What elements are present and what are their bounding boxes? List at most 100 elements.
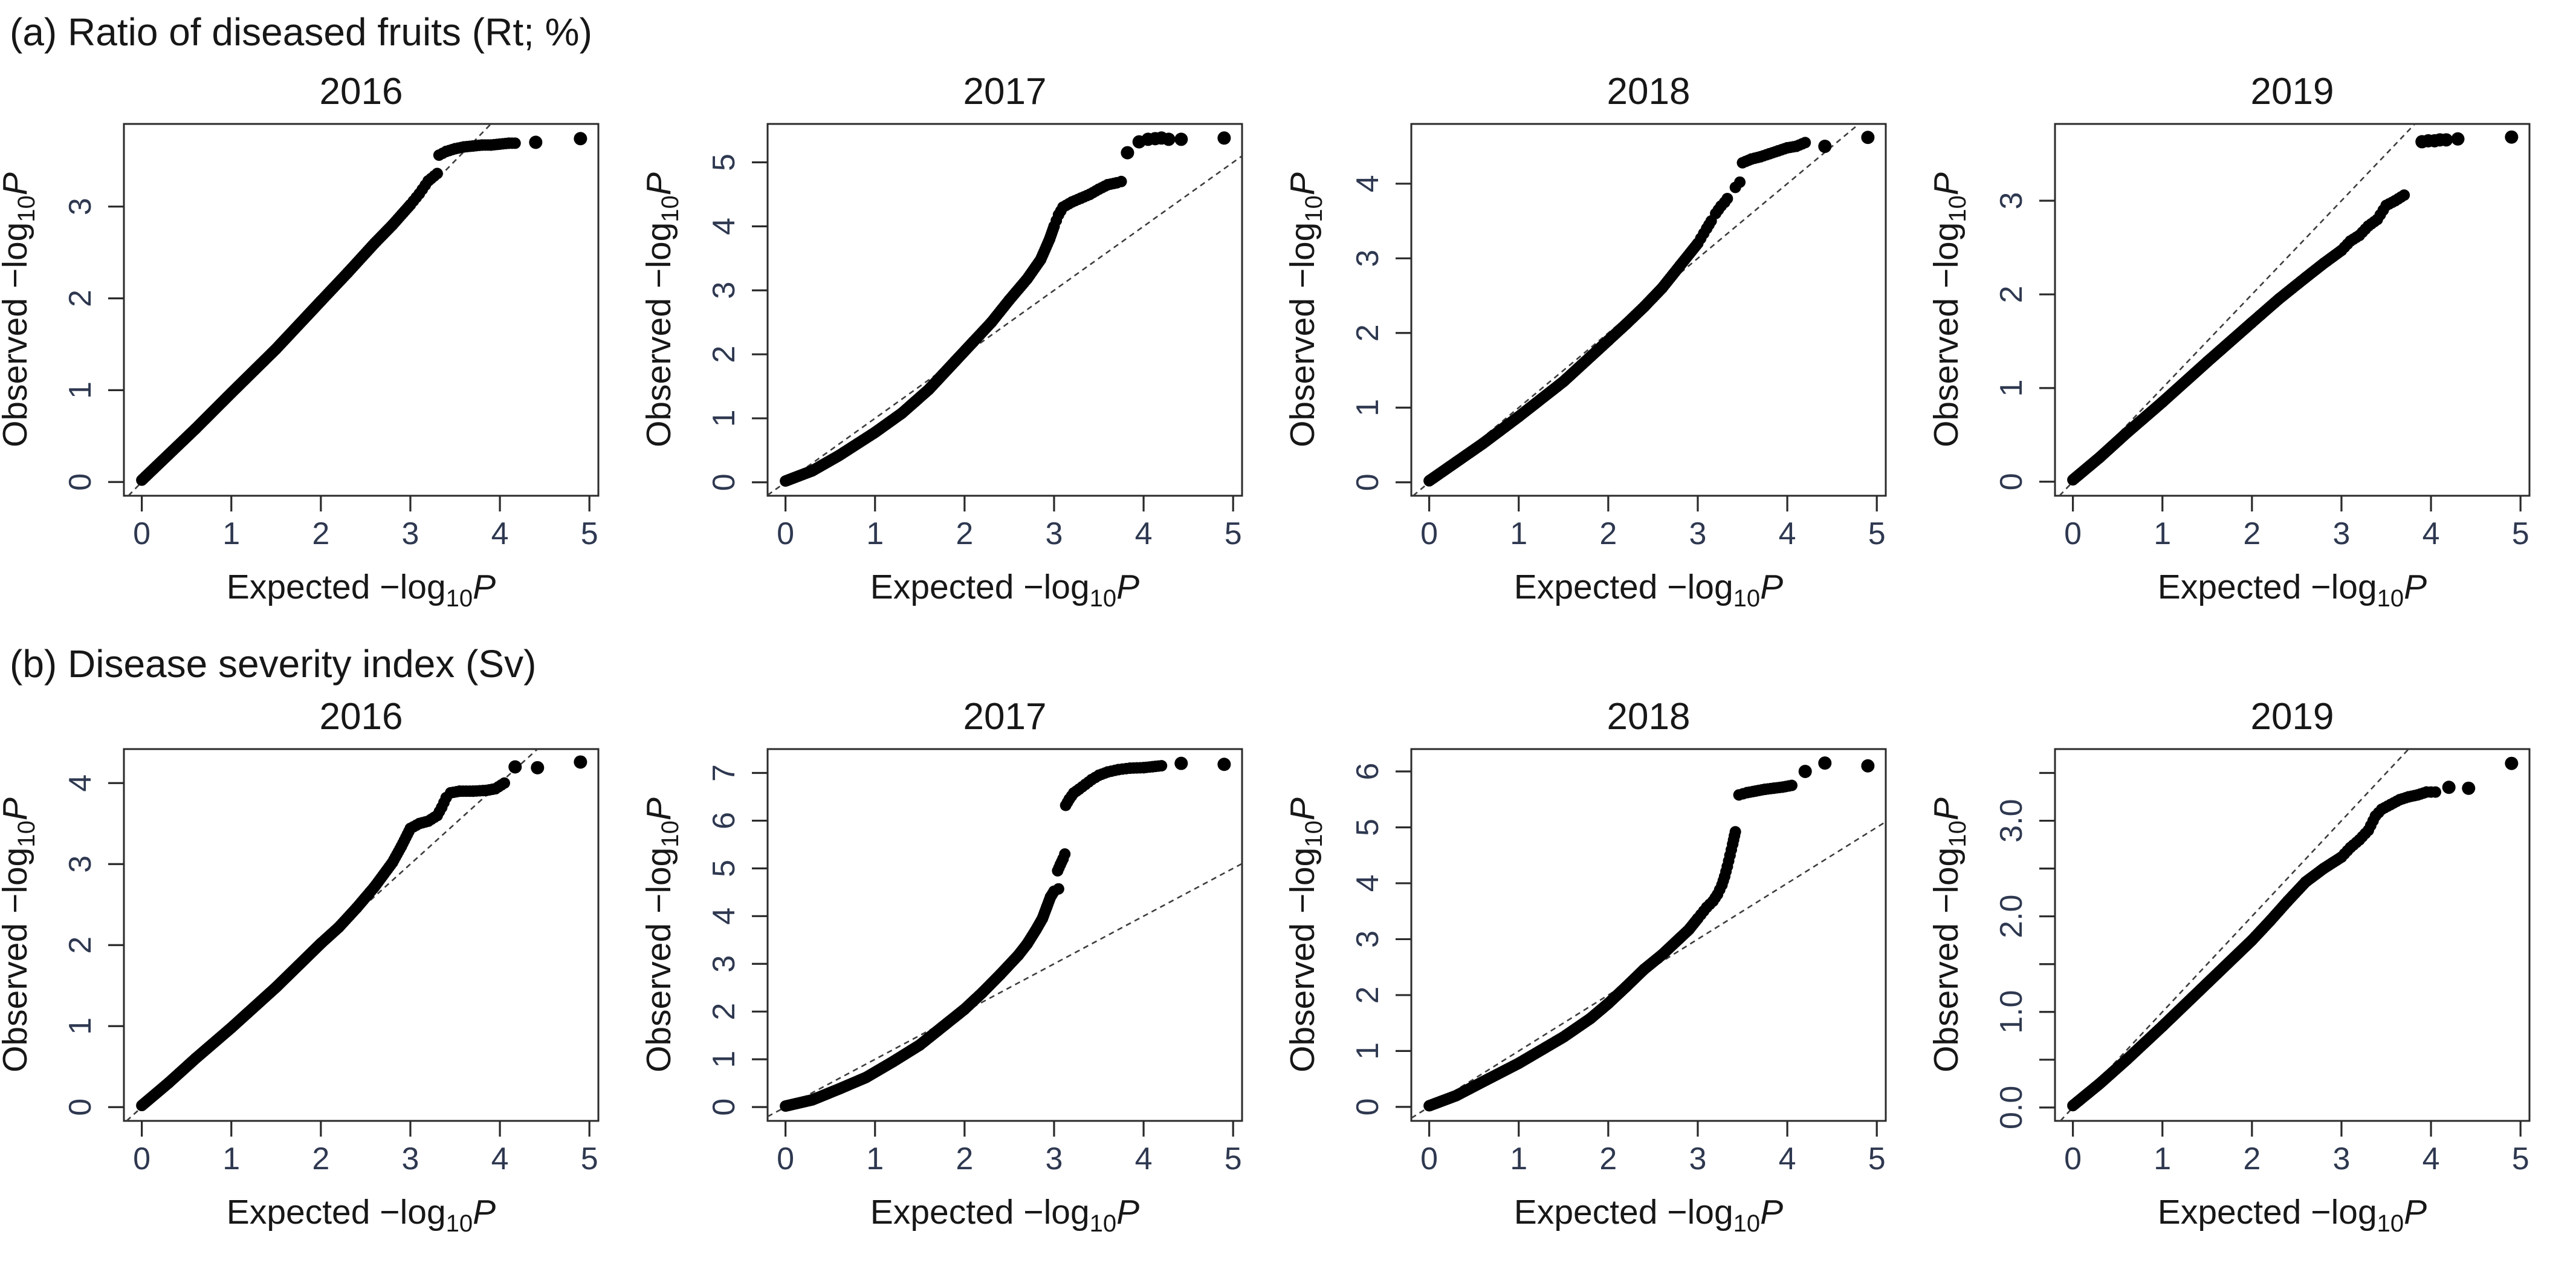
data-point (2505, 130, 2519, 144)
x-tick-label: 3 (1689, 1141, 1707, 1177)
x-tick-label: 3 (2333, 1141, 2351, 1177)
panel-title: 2019 (2251, 698, 2334, 738)
y-tick-label: 1.0 (1994, 990, 2029, 1034)
x-tick-label: 5 (1225, 1141, 1242, 1177)
y-tick-label: 3.0 (1994, 799, 2029, 843)
y-tick-label: 2 (1350, 324, 1385, 342)
data-points (2067, 130, 2519, 485)
x-tick-label: 3 (402, 516, 419, 551)
x-tick-label: 3 (1046, 1141, 1063, 1177)
reference-line (767, 155, 1243, 496)
x-tick-label: 4 (491, 516, 509, 551)
axis-title-x: Expected −log10P (870, 568, 1139, 612)
y-tick-label: 3 (707, 281, 742, 299)
data-point (2462, 782, 2476, 796)
data-point (1861, 130, 1875, 144)
data-point (531, 761, 545, 775)
x-tick-label: 0 (1420, 1141, 1438, 1177)
y-tick-label: 2 (707, 345, 742, 363)
axis-title-x: Expected −log10P (870, 1193, 1139, 1237)
x-tick-label: 0 (2064, 1141, 2082, 1177)
x-tick-label: 3 (402, 1141, 419, 1177)
panel-title: 2016 (320, 73, 403, 112)
axis-title-y: Observed −log10P (1931, 172, 1971, 447)
data-point (1818, 756, 1832, 770)
y-tick-label: 2 (63, 936, 98, 954)
axis-title-x: Expected −log10P (227, 568, 496, 612)
y-tick-label: 1 (1350, 1042, 1385, 1060)
y-tick-label: 2 (1350, 987, 1385, 1004)
data-point (2505, 757, 2519, 771)
data-points (1423, 756, 1875, 1112)
y-tick-label: 5 (707, 860, 742, 877)
x-tick-label: 4 (2422, 1141, 2440, 1177)
y-tick-label: 2.0 (1994, 895, 2029, 938)
x-tick-label: 5 (581, 516, 598, 551)
data-point (2451, 132, 2465, 146)
y-tick-label: 0 (1350, 473, 1385, 491)
x-tick-label: 0 (133, 516, 150, 551)
x-tick-label: 5 (1868, 1141, 1886, 1177)
x-tick-label: 1 (1510, 516, 1527, 551)
data-point (1798, 765, 1812, 779)
x-tick-label: 2 (2243, 516, 2260, 551)
section-b-title: (b) Disease severity index (Sv) (10, 641, 537, 686)
x-tick-label: 5 (1868, 516, 1886, 551)
x-tick-label: 5 (581, 1141, 598, 1177)
section-a-title: (a) Ratio of diseased fruits (Rt; %) (10, 10, 592, 54)
x-tick-label: 2 (2243, 1141, 2260, 1177)
section-a: (a) Ratio of diseased fruits (Rt; %) 201… (0, 10, 2576, 638)
reference-line (1411, 821, 1886, 1119)
data-point (574, 755, 587, 769)
y-tick-label: 0 (707, 1099, 742, 1116)
plot-box (123, 748, 600, 1122)
qq-plot-a-2016: 2016 0 1 2 3 4 5 0 1 2 3 Expected −log10P Observed −… (0, 73, 600, 612)
x-tick-label: 3 (1689, 516, 1707, 551)
axis-title-y: Observed −log10P (0, 172, 40, 447)
plot-box (1410, 123, 1887, 497)
panel-title: 2017 (963, 73, 1047, 112)
y-tick-label: 1 (707, 409, 742, 427)
x-tick-label: 1 (1510, 1141, 1527, 1177)
y-tick-label: 2 (63, 290, 98, 307)
x-tick-label: 0 (2064, 516, 2082, 551)
y-tick-label: 3 (63, 198, 98, 215)
y-tick-label: 1 (63, 381, 98, 399)
x-tick-label: 0 (777, 516, 794, 551)
data-point (2439, 133, 2453, 147)
x-tick-label: 4 (1135, 1141, 1153, 1177)
qq-plot-b-2019: 2019 0 1 2 3 4 5 0.0 1.0 2.0 3.0 Expected −log10P Ob… (1931, 698, 2531, 1237)
qq-plot-a-2019: 2019 0 1 2 3 4 5 0 1 2 3 Expected −log10P Observed −… (1931, 73, 2531, 612)
panel-title: 2016 (320, 698, 403, 738)
y-tick-label: 0 (707, 473, 742, 491)
x-tick-label: 1 (866, 516, 884, 551)
x-tick-label: 0 (133, 1141, 150, 1177)
y-tick-label: 1 (1350, 398, 1385, 416)
y-tick-label: 5 (1350, 819, 1385, 836)
plot-box (2054, 748, 2531, 1122)
plot-box (123, 123, 600, 497)
data-points (780, 757, 1231, 1112)
y-tick-label: 1 (707, 1051, 742, 1068)
x-tick-label: 2 (1599, 1141, 1617, 1177)
x-tick-label: 1 (2154, 1141, 2171, 1177)
data-points (2067, 757, 2519, 1112)
y-tick-label: 4 (707, 218, 742, 235)
qq-plot-a-2018: 2018 0 1 2 3 4 5 0 1 2 3 4 Expected −log10P Observed … (1287, 73, 1887, 612)
axis-title-y: Observed −log10P (1287, 172, 1327, 447)
y-tick-label: 5 (707, 154, 742, 171)
panel-title: 2018 (1607, 698, 1691, 738)
x-tick-label: 4 (2422, 516, 2440, 551)
x-tick-label: 1 (2154, 516, 2171, 551)
y-tick-label: 2 (1994, 285, 2029, 303)
x-tick-label: 2 (312, 1141, 329, 1177)
y-tick-label: 4 (63, 774, 98, 792)
x-tick-label: 2 (1599, 516, 1617, 551)
y-tick-label: 7 (707, 764, 742, 782)
x-tick-label: 1 (222, 1141, 240, 1177)
x-tick-label: 3 (1046, 516, 1063, 551)
x-tick-label: 4 (491, 1141, 509, 1177)
data-points (136, 755, 587, 1112)
data-points (780, 131, 1231, 487)
x-tick-label: 4 (1779, 516, 1796, 551)
